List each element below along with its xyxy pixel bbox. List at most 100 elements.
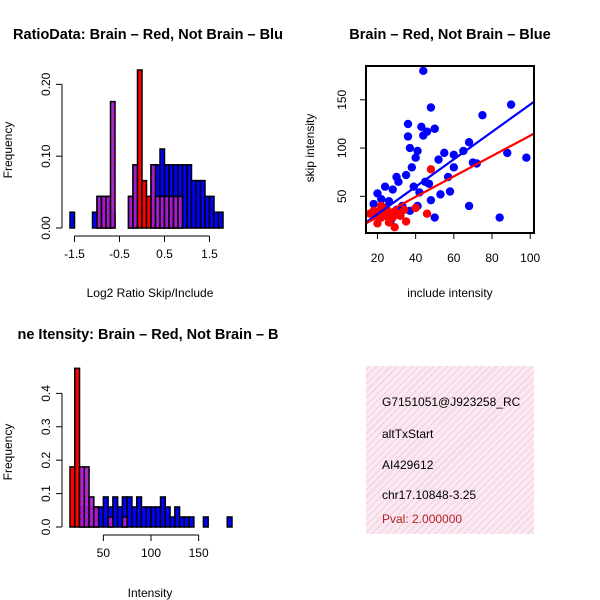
ratio-y-tick-label: 0.00 xyxy=(39,216,53,240)
intensity-y-tick-label: 0.3 xyxy=(39,418,53,435)
scatter-point-not-brain xyxy=(401,170,411,180)
scatter-point-not-brain xyxy=(417,122,426,132)
scatter-point-brain xyxy=(426,165,436,174)
scatter-point-not-brain xyxy=(403,132,413,141)
intensity-y-tick-label: 0.4 xyxy=(39,385,53,402)
scatter-point-not-brain xyxy=(464,201,474,211)
ratio-ylabel: Frequency xyxy=(1,122,15,179)
info-location: chr17.10848-3.25 xyxy=(382,488,476,502)
scatter-point-not-brain xyxy=(413,146,422,156)
scatter-x-tick-label: 80 xyxy=(485,251,499,265)
scatter-point-brain xyxy=(390,223,399,232)
scatter-point-not-brain xyxy=(388,185,397,194)
ratio-x-tick-label: -0.5 xyxy=(109,247,130,261)
info-accession: AI429612 xyxy=(382,458,434,472)
scatter-point-brain xyxy=(411,203,420,213)
scatter-point-not-brain xyxy=(449,163,459,172)
intensity-blue-bar xyxy=(202,516,209,528)
ratio-histogram-panel: RatioData: Brain – Red, Not Brain – Blu … xyxy=(1,27,283,300)
ratio-y-tick-label: 0.10 xyxy=(39,144,53,168)
scatter-point-not-brain xyxy=(434,155,443,164)
intensity-red-bar xyxy=(107,516,114,528)
scatter-point-not-brain xyxy=(430,213,439,222)
scatter-point-brain xyxy=(422,209,432,218)
intensity-red-bar xyxy=(74,367,81,528)
scatter-x-tick-label: 40 xyxy=(409,251,423,265)
intensity-red-bar xyxy=(121,516,128,528)
info-event-type: altTxStart xyxy=(382,427,434,441)
intensity-axes: 50 100 150 0.0 0.1 0.2 0.3 0.4 xyxy=(39,385,209,560)
intensity-histogram-panel: ne Itensity: Brain – Red, Not Brain – B … xyxy=(1,327,279,600)
scatter-xlabel: include intensity xyxy=(407,286,492,300)
scatter-point-not-brain xyxy=(495,213,504,222)
intensity-x-tick-label: 150 xyxy=(189,546,209,560)
scatter-y-tick-label: 150 xyxy=(335,89,349,109)
ratio-x-tick-label: -1.5 xyxy=(64,247,85,261)
scatter-point-not-brain xyxy=(522,153,531,162)
scatter-point-not-brain xyxy=(445,187,455,196)
scatter-ylabel: skip intensity xyxy=(303,114,317,183)
scatter-point-not-brain xyxy=(411,153,420,162)
scatter-point-brain xyxy=(399,205,409,215)
scatter-panel: Brain – Red, Not Brain – Blue 20 40 60 80 10… xyxy=(303,27,551,300)
ratio-red-bar xyxy=(136,69,143,229)
ratio-x-tick-label: 0.5 xyxy=(156,247,173,261)
ratio-y-tick-label: 0.20 xyxy=(39,72,53,96)
scatter-point-not-brain xyxy=(394,177,403,187)
scatter-point-not-brain xyxy=(506,100,516,109)
fit-line-not-brain xyxy=(366,100,534,224)
intensity-title: ne Itensity: Brain – Red, Not Brain – B xyxy=(17,327,278,343)
ratio-red-bar xyxy=(109,100,116,229)
scatter-point-brain xyxy=(377,201,386,211)
scatter-marks xyxy=(366,66,534,232)
scatter-x-tick-label: 60 xyxy=(447,251,461,265)
intensity-red-bar xyxy=(93,506,100,528)
info-panel: G7151051@J923258_RC altTxStart AI429612 … xyxy=(366,366,534,534)
scatter-point-not-brain xyxy=(377,195,386,204)
info-probe-id: G7151051@J923258_RC xyxy=(382,395,521,409)
info-pval: Pval: 2.000000 xyxy=(382,512,462,526)
intensity-ylabel: Frequency xyxy=(1,424,15,481)
scatter-plot: 20 40 60 80 100 50 100 150 xyxy=(335,65,541,265)
scatter-point-not-brain xyxy=(478,111,487,120)
intensity-bars xyxy=(69,367,233,528)
scatter-point-not-brain xyxy=(403,119,413,129)
intensity-blue-bar xyxy=(188,516,195,528)
ratio-bars xyxy=(69,69,224,229)
scatter-y-tick-label: 50 xyxy=(335,189,349,203)
scatter-x-tick-label: 100 xyxy=(520,251,540,265)
intensity-y-tick-label: 0.0 xyxy=(39,518,53,535)
scatter-point-not-brain xyxy=(407,163,417,172)
scatter-point-not-brain xyxy=(440,148,449,158)
scatter-point-not-brain xyxy=(430,124,439,133)
scatter-x-tick-label: 20 xyxy=(371,251,385,265)
intensity-y-tick-label: 0.1 xyxy=(39,485,53,502)
scatter-title: Brain – Red, Not Brain – Blue xyxy=(349,27,550,43)
intensity-xlabel: Intensity xyxy=(128,586,173,600)
ratio-blue-bar xyxy=(69,211,76,229)
scatter-point-brain xyxy=(401,217,411,226)
ratio-axes: -1.5 -0.5 0.5 1.5 0.00 0.10 0.20 xyxy=(39,72,218,261)
scatter-point-brain xyxy=(373,219,382,228)
scatter-y-tick-label: 100 xyxy=(335,138,349,158)
scatter-point-not-brain xyxy=(422,127,432,136)
scatter-point-not-brain xyxy=(405,143,415,153)
scatter-point-not-brain xyxy=(436,190,445,199)
intensity-blue-bar xyxy=(226,516,233,528)
fit-line-brain xyxy=(366,132,534,225)
intensity-x-tick-label: 50 xyxy=(97,546,111,560)
ratio-red-bar xyxy=(177,195,184,229)
scatter-point-not-brain xyxy=(426,103,436,112)
intensity-x-tick-label: 100 xyxy=(141,546,161,560)
scatter-point-not-brain xyxy=(419,66,428,76)
intensity-y-tick-label: 0.2 xyxy=(39,452,53,469)
ratio-title: RatioData: Brain – Red, Not Brain – Blu xyxy=(13,27,283,43)
ratio-x-tick-label: 1.5 xyxy=(201,247,218,261)
scatter-point-not-brain xyxy=(369,199,378,209)
ratio-blue-bar xyxy=(217,211,224,229)
info-background xyxy=(366,366,534,534)
ratio-xlabel: Log2 Ratio Skip/Include xyxy=(87,286,214,300)
scatter-point-brain xyxy=(384,218,394,227)
scatter-point-not-brain xyxy=(380,182,390,191)
